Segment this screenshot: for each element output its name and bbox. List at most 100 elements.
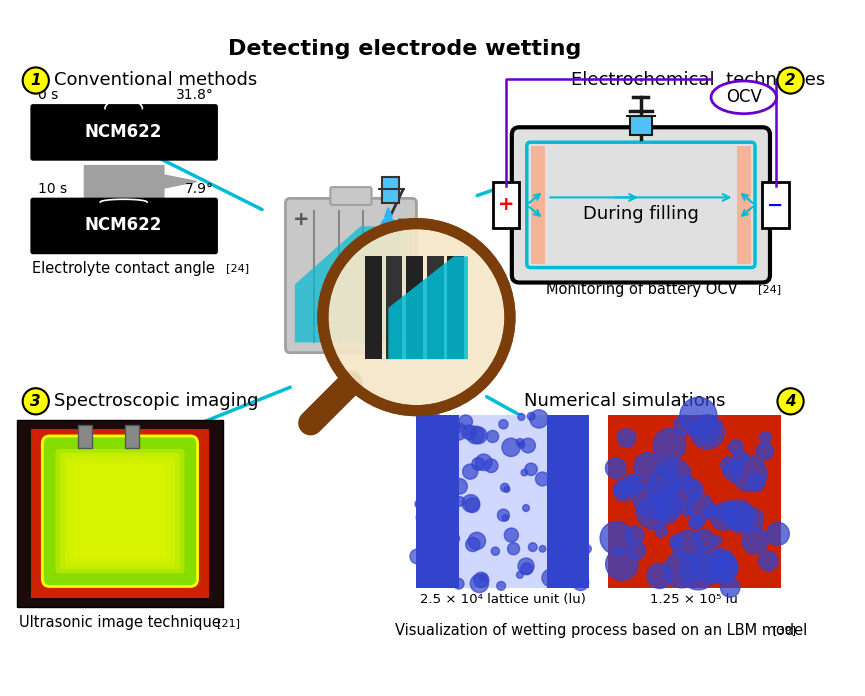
Text: 0 s: 0 s bbox=[38, 88, 58, 102]
Circle shape bbox=[766, 523, 789, 545]
Circle shape bbox=[718, 501, 738, 521]
Circle shape bbox=[497, 581, 505, 590]
Circle shape bbox=[633, 480, 670, 517]
Circle shape bbox=[778, 388, 804, 414]
FancyBboxPatch shape bbox=[416, 416, 589, 588]
Text: Monitoring of battery OCV: Monitoring of battery OCV bbox=[546, 282, 738, 296]
FancyBboxPatch shape bbox=[365, 256, 381, 359]
Circle shape bbox=[669, 476, 700, 507]
Circle shape bbox=[459, 415, 472, 429]
Text: 4: 4 bbox=[785, 394, 796, 409]
Circle shape bbox=[728, 440, 743, 454]
Circle shape bbox=[704, 505, 718, 519]
Circle shape bbox=[471, 457, 484, 470]
Circle shape bbox=[442, 564, 455, 576]
Circle shape bbox=[417, 523, 425, 531]
Text: 1.25 × 10⁵ lu: 1.25 × 10⁵ lu bbox=[650, 593, 738, 606]
Circle shape bbox=[778, 68, 804, 93]
FancyBboxPatch shape bbox=[60, 453, 180, 569]
Circle shape bbox=[721, 578, 740, 597]
Circle shape bbox=[450, 422, 467, 440]
Circle shape bbox=[626, 476, 643, 492]
Polygon shape bbox=[388, 256, 468, 359]
Circle shape bbox=[528, 412, 535, 420]
Circle shape bbox=[661, 460, 691, 489]
Circle shape bbox=[693, 417, 719, 443]
Circle shape bbox=[462, 425, 477, 440]
Polygon shape bbox=[85, 166, 196, 198]
Circle shape bbox=[445, 418, 455, 428]
Text: 7.9°: 7.9° bbox=[184, 182, 214, 196]
Circle shape bbox=[552, 505, 564, 518]
Circle shape bbox=[499, 420, 508, 429]
Circle shape bbox=[418, 568, 427, 577]
FancyBboxPatch shape bbox=[447, 256, 465, 359]
Text: -: - bbox=[396, 210, 405, 230]
Circle shape bbox=[518, 442, 525, 448]
FancyBboxPatch shape bbox=[285, 198, 416, 353]
Circle shape bbox=[504, 487, 509, 492]
Circle shape bbox=[672, 530, 702, 561]
Text: Conventional methods: Conventional methods bbox=[54, 72, 258, 90]
Text: [24]: [24] bbox=[226, 264, 249, 274]
Circle shape bbox=[22, 68, 48, 93]
Circle shape bbox=[692, 515, 704, 528]
Circle shape bbox=[613, 480, 635, 501]
Circle shape bbox=[422, 434, 439, 452]
Circle shape bbox=[712, 536, 721, 546]
Circle shape bbox=[491, 547, 499, 555]
Circle shape bbox=[654, 490, 682, 518]
Text: +: + bbox=[293, 210, 310, 230]
Circle shape bbox=[563, 544, 577, 557]
FancyBboxPatch shape bbox=[55, 449, 184, 574]
Circle shape bbox=[551, 566, 561, 576]
Circle shape bbox=[465, 498, 480, 512]
Circle shape bbox=[474, 572, 489, 587]
Circle shape bbox=[541, 569, 559, 587]
Text: 2.5 × 10⁴ lattice unit (lu): 2.5 × 10⁴ lattice unit (lu) bbox=[420, 593, 586, 606]
Circle shape bbox=[555, 562, 561, 567]
Polygon shape bbox=[295, 226, 407, 342]
Circle shape bbox=[323, 223, 510, 411]
Circle shape bbox=[470, 427, 487, 444]
Circle shape bbox=[462, 495, 479, 512]
FancyBboxPatch shape bbox=[762, 182, 789, 228]
Circle shape bbox=[557, 523, 570, 536]
Circle shape bbox=[501, 483, 509, 492]
Circle shape bbox=[522, 505, 529, 512]
Circle shape bbox=[529, 543, 537, 551]
Circle shape bbox=[455, 497, 465, 506]
FancyBboxPatch shape bbox=[31, 198, 217, 253]
Circle shape bbox=[687, 493, 714, 521]
Text: −: − bbox=[767, 196, 784, 214]
Circle shape bbox=[719, 555, 731, 567]
Circle shape bbox=[452, 479, 467, 494]
Circle shape bbox=[694, 546, 731, 584]
Circle shape bbox=[654, 498, 680, 523]
FancyBboxPatch shape bbox=[31, 105, 217, 160]
Circle shape bbox=[516, 571, 523, 578]
Circle shape bbox=[453, 578, 464, 589]
Circle shape bbox=[476, 454, 492, 470]
Text: Electrochemical  techniques: Electrochemical techniques bbox=[571, 72, 825, 90]
Circle shape bbox=[708, 555, 738, 583]
FancyBboxPatch shape bbox=[737, 146, 752, 264]
Circle shape bbox=[415, 500, 424, 508]
Circle shape bbox=[463, 464, 477, 479]
Circle shape bbox=[468, 532, 485, 550]
Circle shape bbox=[733, 450, 747, 465]
Circle shape bbox=[723, 461, 743, 481]
FancyBboxPatch shape bbox=[493, 182, 519, 228]
Circle shape bbox=[614, 482, 630, 497]
Circle shape bbox=[583, 545, 592, 553]
Circle shape bbox=[655, 524, 668, 537]
Circle shape bbox=[567, 520, 577, 530]
Circle shape bbox=[621, 474, 643, 495]
Circle shape bbox=[759, 551, 778, 571]
Circle shape bbox=[445, 536, 455, 545]
Circle shape bbox=[429, 531, 445, 546]
Circle shape bbox=[739, 507, 764, 532]
Circle shape bbox=[518, 413, 525, 420]
Circle shape bbox=[746, 473, 766, 491]
Circle shape bbox=[539, 546, 546, 552]
